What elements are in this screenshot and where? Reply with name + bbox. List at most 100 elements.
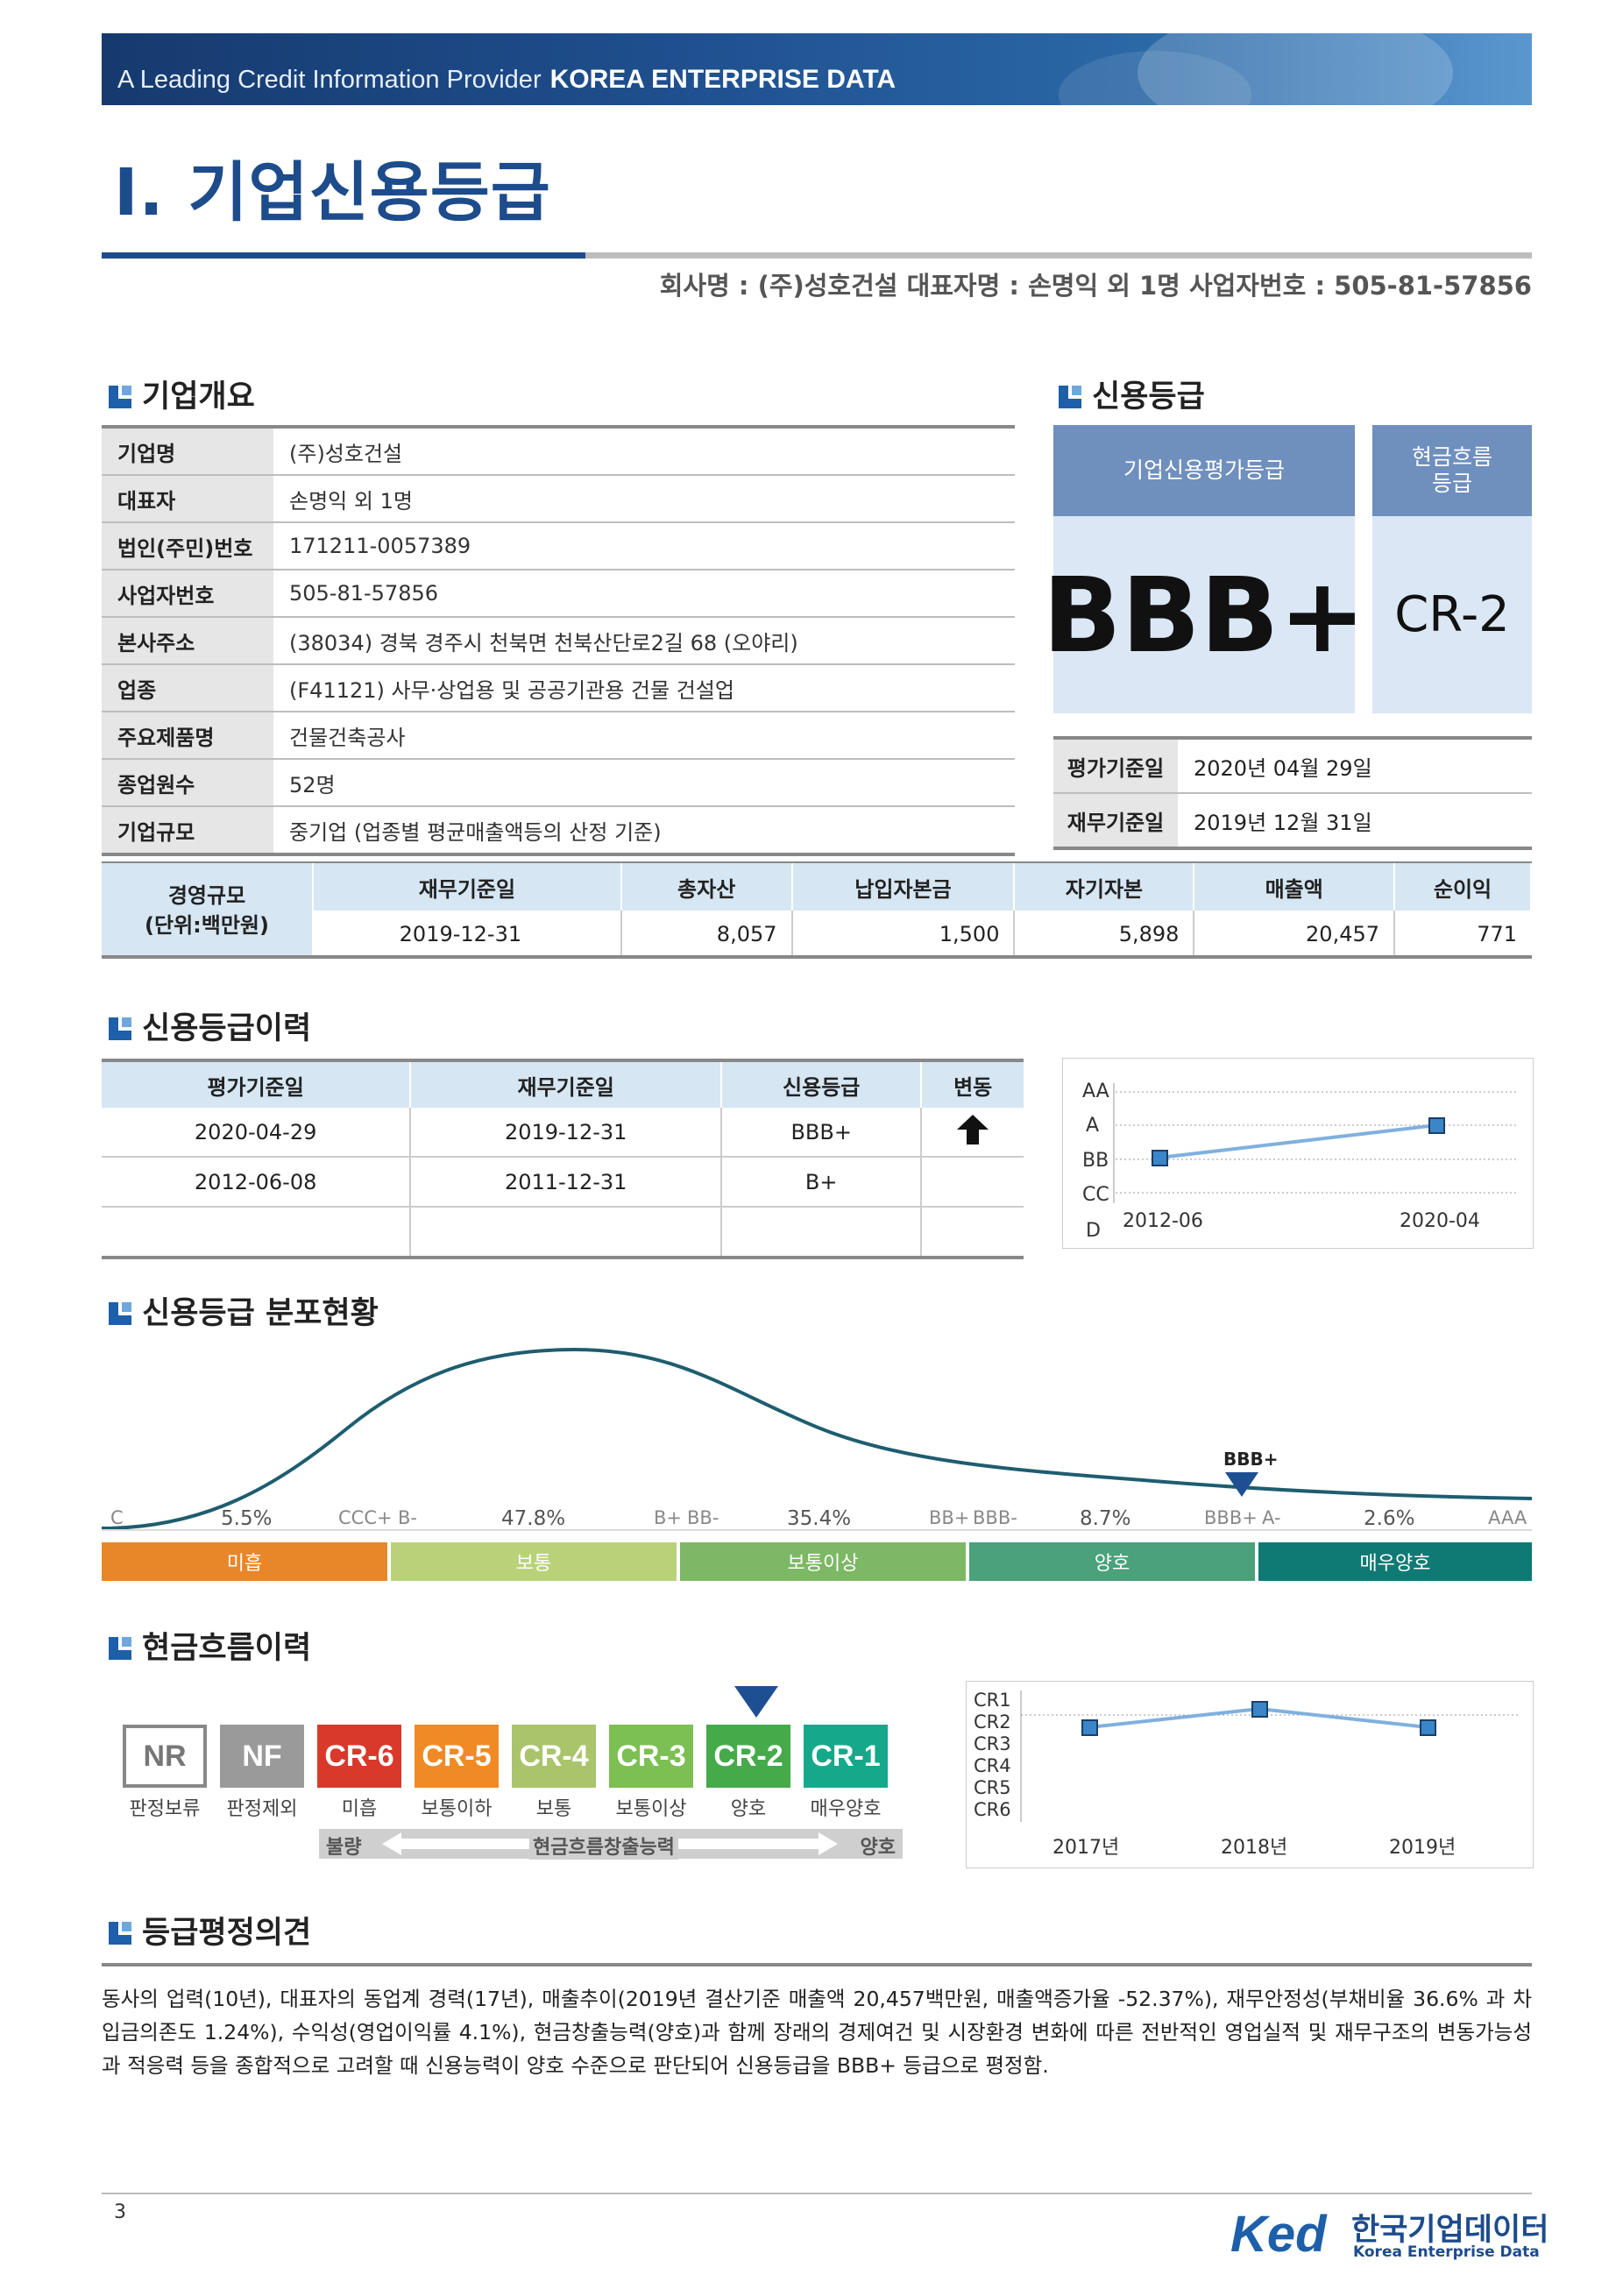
overview-value: (주)성호건설 (273, 425, 1015, 476)
history-empty-cell (921, 1207, 1024, 1259)
cashflow-grade-label: 판정제외 (226, 1798, 298, 1820)
distribution-tick: AAA (1488, 1507, 1527, 1528)
company-summary-line: 회사명 : (주)성호건설 대표자명 : 손명익 외 1명 사업자번호 : 50… (659, 271, 1532, 301)
scale-value: 2019-12-31 (313, 911, 622, 958)
history-series-line (1159, 1123, 1437, 1159)
fin-date-value: 2019년 12월 31일 (1178, 793, 1532, 850)
overview-key: 대표자 (102, 475, 273, 523)
history-header: 평가기준일 (102, 1059, 412, 1108)
x-tick-label: 2019년 (1389, 1837, 1456, 1859)
x-tick-label: 2020-04 (1400, 1210, 1480, 1232)
cashflow-grade-box: CR-2 (706, 1725, 790, 1788)
cashflow-grade-box: NR (123, 1725, 207, 1788)
history-empty-cell (410, 1207, 723, 1259)
table-row: 대표자 손명익 외 1명 (102, 475, 1015, 523)
distribution-curve (102, 1347, 1532, 1530)
banner-tagline: A Leading Credit Information Provider (117, 66, 542, 94)
header-banner: A Leading Credit Information Provider KOR… (102, 33, 1532, 105)
distribution-band: 미흡 (102, 1542, 387, 1581)
distribution-percent: 5.5% (221, 1507, 273, 1530)
scale-value: 20,457 (1194, 911, 1396, 958)
section-title-cashflow: 현금흐름이력 (109, 1623, 311, 1668)
y-tick-label: A (1086, 1115, 1099, 1137)
current-cashflow-marker-icon (734, 1686, 778, 1718)
section-bullet-icon (109, 1017, 131, 1040)
history-fin-date: 2011-12-31 (410, 1157, 723, 1208)
distribution-percent: 35.4% (787, 1507, 852, 1530)
table-row: 법인(주민)번호 171211-0057389 (102, 522, 1015, 570)
y-tick-label: BB (1082, 1150, 1109, 1172)
distribution-marker-label: BBB+ (1223, 1449, 1279, 1470)
company-overview-table: 기업명 (주)성호건설 대표자 손명익 외 1명 법인(주민)번호 171211-0057… (102, 425, 1015, 856)
history-header: 재무기준일 (410, 1059, 723, 1108)
bar-right-label: 양호 (860, 1837, 896, 1859)
cashflow-grade-box: CR-4 (512, 1725, 596, 1788)
rating-box: 기업신용평가등급 현금흐름 등급 BBB+ CR-2 (1043, 425, 1532, 723)
rating-history-chart: AA A BB CC D 2012-06 2020-04 (1062, 1058, 1534, 1249)
cashflow-grade-box: CR-5 (415, 1725, 499, 1788)
banner-text: A Leading Credit Information Provider KOR… (117, 65, 896, 95)
overview-key: 업종 (102, 664, 273, 712)
section-title-text: 신용등급 분포현황 (142, 1296, 379, 1331)
x-tick-label: 2012-06 (1123, 1210, 1203, 1232)
distribution-tick: BB+ (929, 1507, 970, 1528)
section-bullet-icon (109, 1922, 131, 1945)
section-bullet-icon (109, 1637, 131, 1660)
cashflow-history-svg: CR1 CR2 CR3 CR4 CR5 CR6 2017년 2018년 2019… (974, 1690, 1519, 1859)
y-tick-label: AA (1082, 1081, 1109, 1102)
business-scale-table: 경영규모 (단위:백만원) 재무기준일 총자산 납입자본금 자기자본 매출액 순이… (102, 863, 1532, 958)
distribution-tick: B- (398, 1507, 417, 1528)
section-title-opinion: 등급평정의견 (109, 1908, 311, 1952)
fin-date-label: 재무기준일 (1053, 793, 1178, 850)
cashflow-grade-header: 현금흐름 등급 (1372, 425, 1532, 516)
section-title-rating: 신용등급 (1059, 372, 1205, 416)
table-row: 사업자번호 505-81-57856 (102, 570, 1015, 618)
scale-value: 8,057 (620, 911, 793, 958)
logo-mark: Ked (1230, 2206, 1327, 2263)
distribution-curve-svg: BBB+ (102, 1347, 1532, 1531)
section-title-text: 등급평정의견 (142, 1916, 312, 1951)
scale-caption: 경영규모 (단위:백만원) (102, 863, 314, 958)
distribution-tick: C (110, 1507, 124, 1528)
table-row: 기업명 (주)성호건설 (102, 425, 1015, 476)
cashflow-point (1420, 1719, 1436, 1736)
page-title: Ⅰ. 기업신용등급 (114, 155, 551, 230)
scale-value: 5,898 (1014, 911, 1195, 958)
cashflow-grade-label: 보통 (535, 1798, 572, 1820)
section-title-text: 기업개요 (142, 379, 255, 415)
distribution-tick: CCC+ (338, 1507, 393, 1528)
scale-caption-line: (단위:백만원) (145, 913, 269, 938)
overview-value: 171211-0057389 (273, 522, 1015, 570)
distribution-band: 보통 (391, 1542, 677, 1581)
distribution-percent: 47.8% (501, 1507, 566, 1530)
cashflow-grade-box: NF (220, 1725, 304, 1788)
cashflow-grade-label: 매우양호 (810, 1798, 882, 1820)
arrow-up-icon (957, 1114, 989, 1144)
history-grade: B+ (721, 1157, 923, 1208)
history-eval-date: 2020-04-29 (102, 1108, 412, 1158)
distribution-tick: BBB- (973, 1507, 1017, 1528)
history-point (1152, 1150, 1168, 1166)
scale-header: 매출액 (1194, 863, 1396, 911)
x-tick-label: 2017년 (1052, 1837, 1119, 1859)
section-bullet-icon (109, 1302, 131, 1325)
section-title-distribution: 신용등급 분포현황 (109, 1288, 379, 1333)
logo-korean: 한국기업데이터 (1351, 2213, 1549, 2248)
table-row (102, 1207, 1024, 1259)
cashflow-grade-label: 미흡 (341, 1798, 378, 1820)
y-tick-label: D (1086, 1220, 1101, 1242)
logo-english: Korea Enterprise Data (1353, 2243, 1540, 2261)
overview-key: 주요제품명 (102, 712, 273, 760)
overview-key: 기업명 (102, 425, 273, 476)
distribution-band: 양호 (969, 1542, 1255, 1581)
rating-history-svg: AA A BB CC D 2012-06 2020-04 (1082, 1081, 1519, 1242)
distribution-tick: BBB+ (1204, 1507, 1258, 1528)
section-bullet-icon (109, 386, 131, 408)
section-title-text: 신용등급이력 (142, 1011, 312, 1046)
distribution-axis: C 5.5% CCC+ B- 47.8% B+ BB- 35.4% BB+ BB… (102, 1504, 1532, 1539)
overview-key: 사업자번호 (102, 570, 273, 618)
rating-history-table: 평가기준일 재무기준일 신용등급 변동 2020-04-29 2019-12-3… (102, 1059, 1024, 1259)
world-map-decoration (1138, 33, 1453, 105)
cashflow-header-line: 등급 (1431, 471, 1472, 496)
table-row: 종업원수 52명 (102, 759, 1015, 807)
